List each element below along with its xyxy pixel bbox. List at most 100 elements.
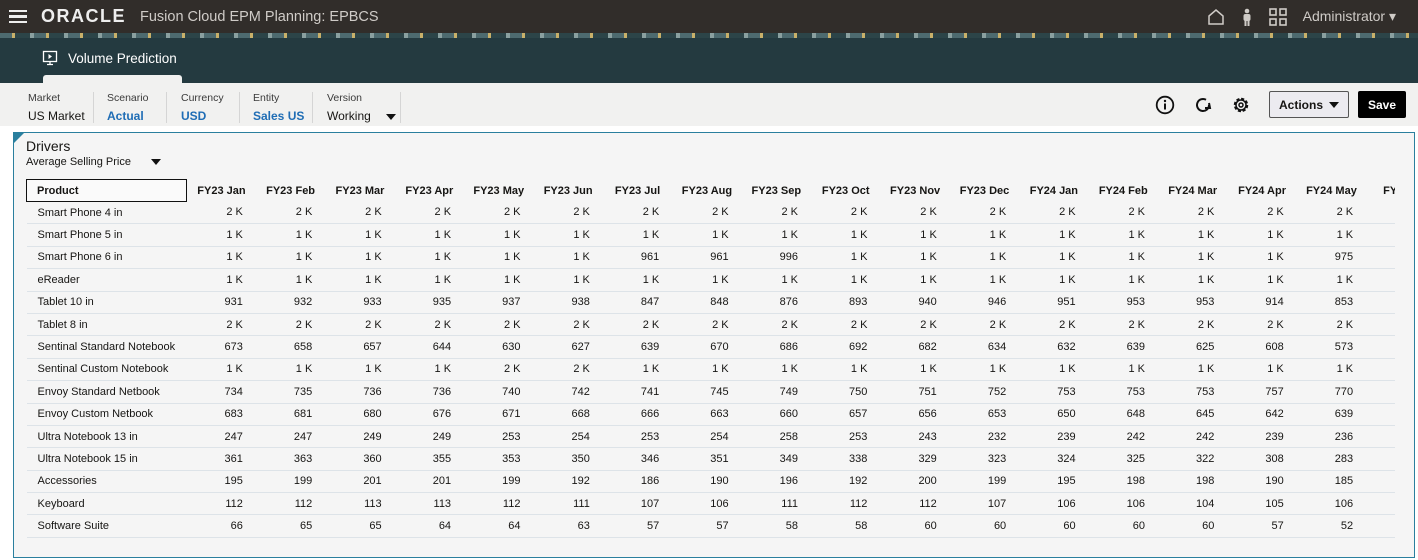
data-cell[interactable]: 195 <box>1019 470 1089 494</box>
data-cell[interactable]: 57 <box>1227 514 1297 538</box>
data-cell[interactable]: 1 K <box>464 268 534 292</box>
data-cell[interactable]: 2 K <box>741 313 812 337</box>
column-header[interactable]: FY23 Mar <box>335 184 385 197</box>
data-cell[interactable]: 2 K <box>1088 313 1158 337</box>
data-cell[interactable] <box>1366 514 1395 538</box>
data-cell[interactable]: 676 <box>394 403 465 426</box>
data-cell[interactable]: 346 <box>602 447 673 471</box>
data-cell[interactable]: 1 K <box>949 246 1020 270</box>
data-cell[interactable]: 931 <box>186 291 256 314</box>
data-cell[interactable]: 951 <box>1019 291 1089 314</box>
data-cell[interactable]: 1 K <box>255 358 326 382</box>
data-cell[interactable]: 2 K <box>672 313 742 337</box>
data-cell[interactable]: 680 <box>325 403 395 426</box>
data-cell[interactable]: 627 <box>533 335 603 359</box>
data-cell[interactable]: 361 <box>186 447 256 471</box>
data-cell[interactable]: 283 <box>1296 447 1367 471</box>
data-cell[interactable]: 350 <box>533 447 603 471</box>
data-cell[interactable]: 106 <box>672 492 742 516</box>
data-cell[interactable]: 192 <box>811 470 881 494</box>
data-cell[interactable]: 1 K <box>325 268 395 292</box>
data-cell[interactable]: 1 K <box>394 268 465 292</box>
data-cell[interactable] <box>1366 335 1395 359</box>
data-cell[interactable]: 355 <box>394 447 465 471</box>
data-cell[interactable]: 201 <box>325 470 395 494</box>
data-cell[interactable]: 1 K <box>949 268 1020 292</box>
data-cell[interactable]: 2 K <box>186 313 256 337</box>
data-cell[interactable]: 112 <box>186 492 256 516</box>
data-cell[interactable]: 753 <box>1157 380 1228 404</box>
data-cell[interactable]: 648 <box>1088 403 1158 426</box>
data-cell[interactable]: 1 K <box>1019 358 1089 382</box>
data-cell[interactable]: 353 <box>464 447 534 471</box>
data-cell[interactable]: 639 <box>1296 403 1367 426</box>
data-cell[interactable]: 1 K <box>1296 358 1367 382</box>
data-cell[interactable]: 657 <box>811 403 881 426</box>
data-cell[interactable]: 937 <box>464 291 534 314</box>
data-cell[interactable]: 1 K <box>672 358 742 382</box>
save-button[interactable]: Save <box>1358 91 1406 118</box>
data-cell[interactable]: 253 <box>602 425 673 449</box>
data-cell[interactable]: 735 <box>255 380 326 404</box>
data-cell[interactable]: 1 K <box>880 268 950 292</box>
data-cell[interactable]: 2 K <box>602 201 673 225</box>
accessibility-person-icon[interactable] <box>1241 8 1253 26</box>
data-cell[interactable]: 1 K <box>880 358 950 382</box>
data-cell[interactable]: 107 <box>602 492 673 516</box>
data-cell[interactable]: 657 <box>325 335 395 359</box>
data-cell[interactable]: 253 <box>464 425 534 449</box>
data-cell[interactable]: 1 K <box>1227 358 1297 382</box>
data-cell[interactable]: 60 <box>1157 514 1228 538</box>
data-cell[interactable]: 196 <box>741 470 812 494</box>
data-cell[interactable]: 644 <box>394 335 465 359</box>
data-cell[interactable]: 953 <box>1088 291 1158 314</box>
column-header[interactable]: FY23 Dec <box>959 184 1010 197</box>
data-cell[interactable]: 656 <box>880 403 950 426</box>
driver-selector[interactable]: Average Selling Price <box>26 156 161 168</box>
data-cell[interactable]: 1 K <box>464 223 534 247</box>
data-cell[interactable]: 736 <box>394 380 465 404</box>
data-cell[interactable]: 2 K <box>325 313 395 337</box>
data-cell[interactable]: 1 K <box>602 223 673 247</box>
data-cell[interactable]: 64 <box>464 514 534 538</box>
data-cell[interactable]: 236 <box>1296 425 1367 449</box>
data-cell[interactable]: 351 <box>672 447 742 471</box>
data-cell[interactable]: 742 <box>533 380 603 404</box>
data-cell[interactable]: 1 K <box>186 223 256 247</box>
data-cell[interactable]: 199 <box>949 470 1020 494</box>
data-cell[interactable]: 682 <box>880 335 950 359</box>
data-cell[interactable]: 625 <box>1157 335 1228 359</box>
data-cell[interactable] <box>1366 313 1395 337</box>
data-cell[interactable]: 753 <box>1088 380 1158 404</box>
data-cell[interactable]: 745 <box>672 380 742 404</box>
data-cell[interactable]: 1 K <box>1296 268 1367 292</box>
data-cell[interactable]: 2 K <box>1227 313 1297 337</box>
data-cell[interactable]: 650 <box>1019 403 1089 426</box>
data-cell[interactable]: 199 <box>464 470 534 494</box>
data-cell[interactable]: 329 <box>880 447 950 471</box>
data-cell[interactable]: 2 K <box>1088 201 1158 225</box>
data-cell[interactable]: 242 <box>1157 425 1228 449</box>
data-cell[interactable]: 1 K <box>1157 358 1228 382</box>
data-cell[interactable]: 1 K <box>325 246 395 270</box>
data-cell[interactable]: 63 <box>533 514 603 538</box>
column-header[interactable]: FY23 Oct <box>821 184 870 197</box>
column-header[interactable]: FY23 May <box>473 184 525 197</box>
data-cell[interactable]: 1 K <box>1019 246 1089 270</box>
data-cell[interactable]: 2 K <box>602 313 673 337</box>
data-cell[interactable]: 1 K <box>186 246 256 270</box>
data-cell[interactable]: 242 <box>1088 425 1158 449</box>
data-cell[interactable]: 186 <box>602 470 673 494</box>
data-cell[interactable]: 58 <box>811 514 881 538</box>
data-cell[interactable]: 58 <box>741 514 812 538</box>
data-cell[interactable]: 876 <box>741 291 812 314</box>
data-cell[interactable]: 848 <box>672 291 742 314</box>
data-cell[interactable]: 1 K <box>602 358 673 382</box>
data-cell[interactable]: 741 <box>602 380 673 404</box>
data-cell[interactable]: 1 K <box>811 246 881 270</box>
data-cell[interactable]: 1 K <box>672 223 742 247</box>
data-cell[interactable]: 112 <box>464 492 534 516</box>
data-cell[interactable]: 338 <box>811 447 881 471</box>
user-menu[interactable]: Administrator ▾ <box>1303 8 1396 25</box>
data-cell[interactable]: 199 <box>255 470 326 494</box>
